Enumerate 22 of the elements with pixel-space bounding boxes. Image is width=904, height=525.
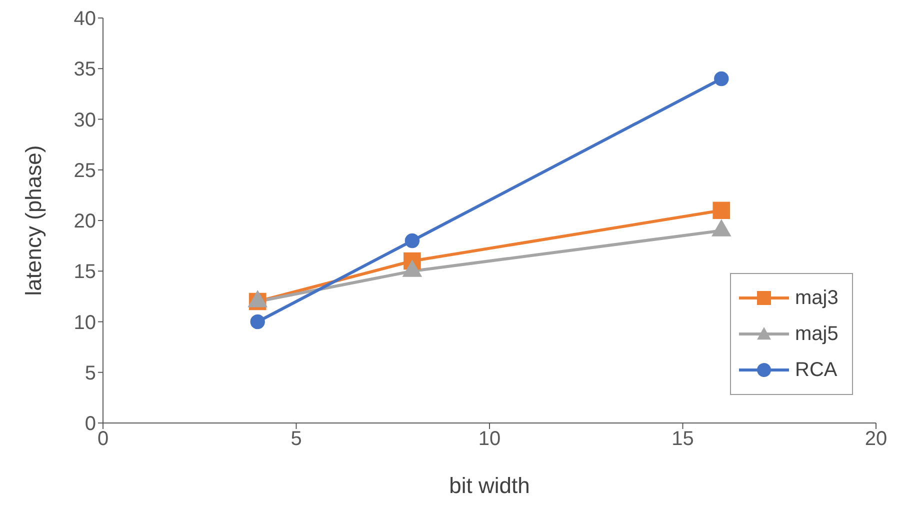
y-tick-label: 15 — [74, 261, 96, 284]
legend-label: RCA — [795, 358, 838, 382]
y-tick-label: 35 — [74, 58, 96, 81]
legend-label: maj3 — [795, 286, 838, 310]
x-tick-label: 5 — [290, 428, 302, 450]
y-tick-label: 25 — [74, 160, 96, 182]
point — [250, 314, 265, 330]
y-tick-label: 40 — [74, 8, 96, 30]
y-tick-label: 0 — [84, 413, 96, 436]
point — [712, 202, 730, 220]
x-tick-label: 20 — [864, 428, 888, 450]
x-axis-title: bit width — [449, 473, 530, 498]
y-tick-label: 20 — [74, 210, 96, 233]
point — [404, 233, 420, 248]
y-tick-label: 30 — [74, 109, 96, 132]
point — [714, 71, 729, 86]
y-axis-title: latency (phase) — [20, 145, 46, 296]
y-tick-label: 5 — [84, 362, 96, 384]
y-tick-label: 10 — [74, 312, 96, 334]
x-tick-label: 10 — [478, 428, 501, 450]
legend-label: maj5 — [795, 322, 838, 346]
x-tick-label: 15 — [672, 428, 694, 450]
